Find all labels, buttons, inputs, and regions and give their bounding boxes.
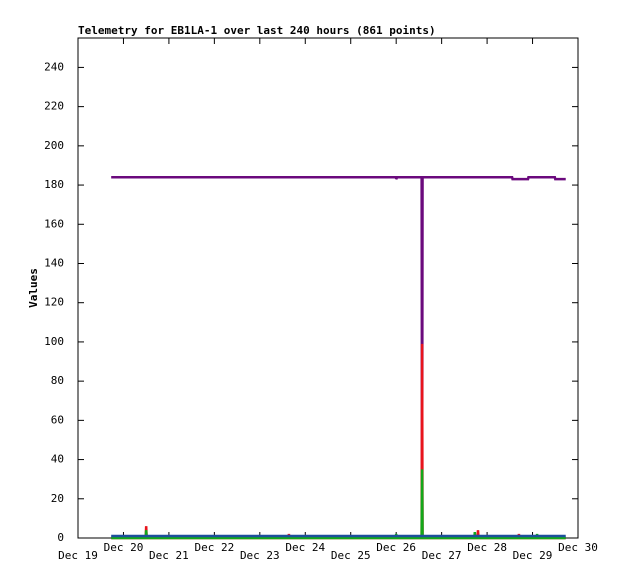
- y-tick-label: 40: [51, 453, 64, 466]
- x-tick-label: Dec 19: [58, 549, 98, 562]
- y-tick-label: 180: [44, 178, 64, 191]
- x-tick-label: Dec 21: [149, 549, 189, 562]
- series-line: [111, 343, 566, 540]
- x-tick-label: Dec 20: [104, 541, 144, 554]
- y-tick-label: 0: [57, 531, 64, 544]
- x-tick-label: Dec 30: [558, 541, 598, 554]
- x-tick-label: Dec 27: [422, 549, 462, 562]
- y-tick-label: 160: [44, 217, 64, 230]
- y-tick-label: 120: [44, 296, 64, 309]
- x-tick-label: Dec 24: [285, 541, 325, 554]
- plot-frame: [77, 37, 579, 539]
- y-axis-label: Values: [27, 268, 40, 308]
- x-tick-label: Dec 23: [240, 549, 280, 562]
- x-tick-label: Dec 22: [194, 541, 234, 554]
- y-tick-label: 220: [44, 100, 64, 113]
- y-tick-label: 200: [44, 139, 64, 152]
- y-tick-label: 80: [51, 374, 64, 387]
- chart-title: Telemetry for EB1LA-1 over last 240 hour…: [78, 24, 436, 37]
- x-tick-label: Dec 28: [467, 541, 507, 554]
- x-tick-label: Dec 26: [376, 541, 416, 554]
- y-tick-label: 60: [51, 413, 64, 426]
- y-tick-label: 20: [51, 492, 64, 505]
- y-tick-label: 140: [44, 256, 64, 269]
- x-tick-label: Dec 29: [513, 549, 553, 562]
- series-line: [111, 175, 566, 539]
- y-tick-label: 100: [44, 335, 64, 348]
- x-tick-label: Dec 25: [331, 549, 371, 562]
- y-tick-label: 240: [44, 60, 64, 73]
- series-line: [111, 469, 566, 540]
